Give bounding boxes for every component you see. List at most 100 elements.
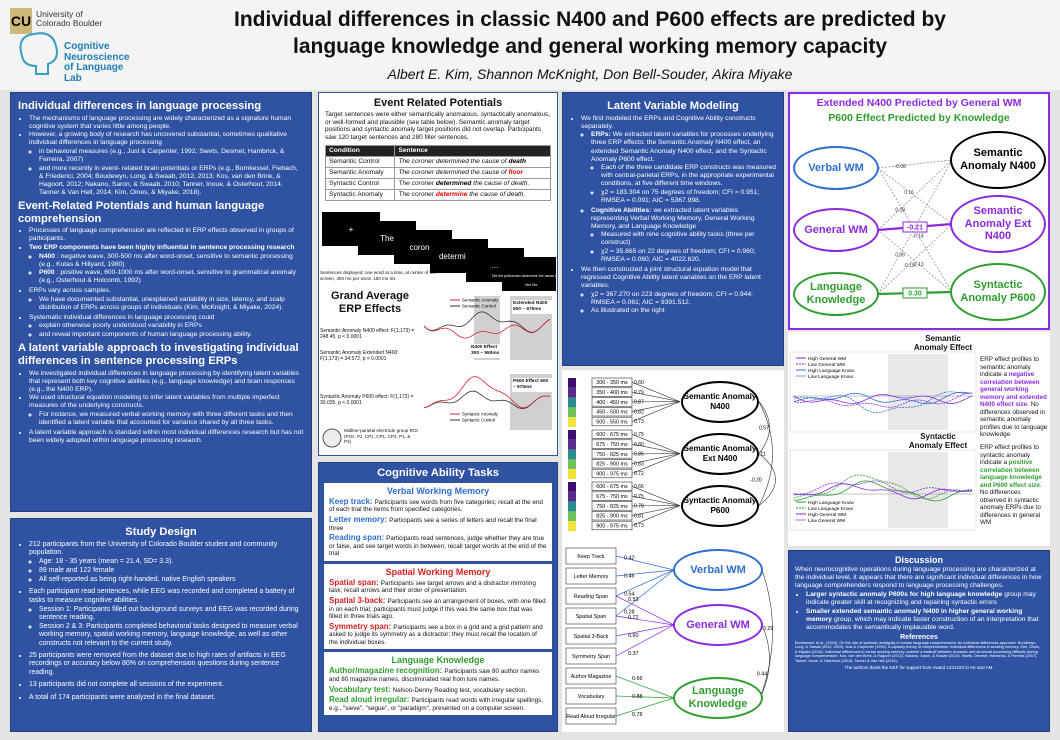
condition-cell: Semantic Anomaly xyxy=(324,166,396,179)
sentence-text: The coroner xyxy=(398,191,436,199)
window-label: P600 Effect 600 – 975ms xyxy=(512,378,552,392)
task-desc: Participants see words from five categor… xyxy=(329,498,543,514)
bullet-text: χ2 = 183.304 on 75 degrees of freedom; C… xyxy=(601,188,760,204)
task-name: Letter memory: xyxy=(329,515,388,525)
indicator-box xyxy=(591,407,633,417)
loading-line xyxy=(615,555,675,571)
section-body: We investigated individual differences i… xyxy=(18,370,304,445)
correlation-arc xyxy=(758,453,776,506)
section-body: We first modeled the ERPs and Cognitive … xyxy=(570,115,776,315)
bullet-list: We investigated individual differences i… xyxy=(18,370,304,445)
task-desc: Participants see a box in a grid and a g… xyxy=(329,623,543,646)
bullet: and reveal important components of human… xyxy=(39,331,304,339)
slide-text: ... xyxy=(492,261,499,270)
erp-paragraph: Target sentences were either semanticall… xyxy=(325,111,550,142)
bullet: For instance, we measured verbal working… xyxy=(39,411,304,427)
task-label: Reading Span xyxy=(574,594,608,600)
task: Spatial span: Participants see target arr… xyxy=(329,578,547,595)
bullet: Each participant read sentences, while E… xyxy=(29,588,304,648)
task-label: Keep Track xyxy=(577,554,605,560)
task-desc: Participants see a series of letters and… xyxy=(329,517,537,532)
path-label-bg xyxy=(902,287,928,299)
correlation-label: 0.44 xyxy=(757,672,768,678)
loading-line xyxy=(615,595,675,626)
indicator-label: 500 - 550 ms xyxy=(596,419,628,425)
bullet-text: 25 participants were removed from the da… xyxy=(29,652,286,676)
loading-label: 0.75 xyxy=(634,432,644,438)
profile-title: Syntactic Anomaly Effect xyxy=(908,432,968,450)
bullet-lead: P600 xyxy=(39,269,55,277)
bullet: 25 participants were removed from the da… xyxy=(29,652,304,677)
bullet: 89 male and 122 female xyxy=(39,567,304,575)
loading-label: 0.60 xyxy=(634,380,644,386)
loading-line xyxy=(631,505,681,526)
slide-text: Did the policeman determine the cause of… xyxy=(492,274,556,278)
table-header-cell: Condition xyxy=(324,144,396,157)
task-desc: Participants read words with irregular s… xyxy=(329,697,544,712)
bullet: ERPs vary across samples.We have documen… xyxy=(29,287,304,312)
loading-line xyxy=(615,569,675,617)
task-label: Letter Memory xyxy=(574,574,609,580)
thanks: The authors thank the NSF for support fr… xyxy=(844,665,994,671)
bullet-text: We investigated individual differences i… xyxy=(29,369,300,393)
bullet-list: in behavioral measures (e.g., Just & Car… xyxy=(29,148,304,197)
task: Read aloud irregular: Participants read w… xyxy=(329,695,547,712)
table-header: Condition Sentence xyxy=(324,144,551,157)
window-label: Extended N400 600 – 975ms xyxy=(512,300,552,314)
indicator-box xyxy=(591,377,633,387)
indicator-box xyxy=(591,501,633,511)
correlation-arc xyxy=(759,569,773,699)
task: Letter memory: Participants see a series … xyxy=(329,515,547,532)
colorbar-cell xyxy=(568,407,576,418)
colorbar-cell xyxy=(568,449,576,460)
profile-wave xyxy=(793,480,973,502)
table-row: Semantic Anomaly The coroner determined t… xyxy=(324,166,551,179)
colorbar-cell xyxy=(568,439,576,450)
bullet: χ2 = 367.270 on 223 degrees of freedom; … xyxy=(591,291,776,307)
task-heading: Verbal Working Memory xyxy=(386,485,490,496)
sentence-text: The coroner xyxy=(398,180,436,188)
sentence-cell: The coroner determined the cause of deat… xyxy=(394,155,551,168)
discussion-panel: Discussion When neurocognitive operation… xyxy=(788,550,1050,732)
bullet-text: All self-reported as being right-handed,… xyxy=(39,575,236,583)
loading-label: 0.78 xyxy=(634,504,644,510)
bullet: The mechanisms of language processing ar… xyxy=(29,115,304,131)
latent-panel: Latent Variable Modeling We first modele… xyxy=(562,92,784,366)
grand-heading: Grand Average ERP Effects xyxy=(330,290,410,315)
bullet-text: Age: 18 - 35 years (mean = 21.4, SD= 3.3… xyxy=(39,558,174,566)
bullet-text: However, a growing body of research has … xyxy=(29,131,287,147)
bullet-text: As illustrated on the right xyxy=(591,307,665,315)
bullet-text: Measured with nine cognitive ability tas… xyxy=(601,231,755,247)
legend-label: Syntactic Control xyxy=(462,418,495,423)
cognitive-latent: Verbal WM xyxy=(673,549,763,591)
bullet-text: We have documented substantial, unexplai… xyxy=(39,295,285,311)
cognitive-latent: Language Knowledge xyxy=(673,677,763,719)
sentence-text: the cause of death. xyxy=(471,180,530,188)
indicator-label: 350 - 400 ms xyxy=(596,390,628,396)
bullet-lead: Smaller extended semantic anomaly N400 i… xyxy=(806,607,1023,623)
erp-latent: Syntactic Anomaly P600 xyxy=(681,484,759,527)
section-heading: A latent variable approach to investigat… xyxy=(18,341,299,367)
task: Vocabulary test: Nelson-Denny Reading tes… xyxy=(329,685,547,695)
task-name: Author/magazine recognition: xyxy=(329,666,443,676)
bullet: Cognitive Abilities:we extracted latent … xyxy=(591,207,776,264)
loading-line xyxy=(631,443,681,454)
profiles-panel: High General WM Low General WM High Langua… xyxy=(788,332,1050,546)
bullet-text: Session 1: Participants filled out backg… xyxy=(39,605,299,621)
bullet-list: Processes of language comprehension are … xyxy=(18,227,304,338)
loading-line xyxy=(631,382,681,402)
profile-wave xyxy=(793,474,973,500)
loading-line xyxy=(615,569,675,577)
university-name: University of Colorado Boulder xyxy=(36,9,103,29)
bullet-text: We used structural equation modeling to … xyxy=(29,394,280,410)
cu-logo-mark: CU xyxy=(11,13,31,29)
title: Individual differences in classic N400 a… xyxy=(150,6,1030,60)
bullet: Each of the three candidate ERP construc… xyxy=(601,164,776,188)
slide-text: The xyxy=(380,234,394,243)
discussion-bullets: Larger syntactic anomaly P600s for high … xyxy=(795,591,1043,632)
task-label: Vocabulary xyxy=(578,694,605,700)
section-heading: Cognitive Ability Tasks xyxy=(377,467,499,479)
bullet: 13 participants did not complete all ses… xyxy=(29,681,304,689)
